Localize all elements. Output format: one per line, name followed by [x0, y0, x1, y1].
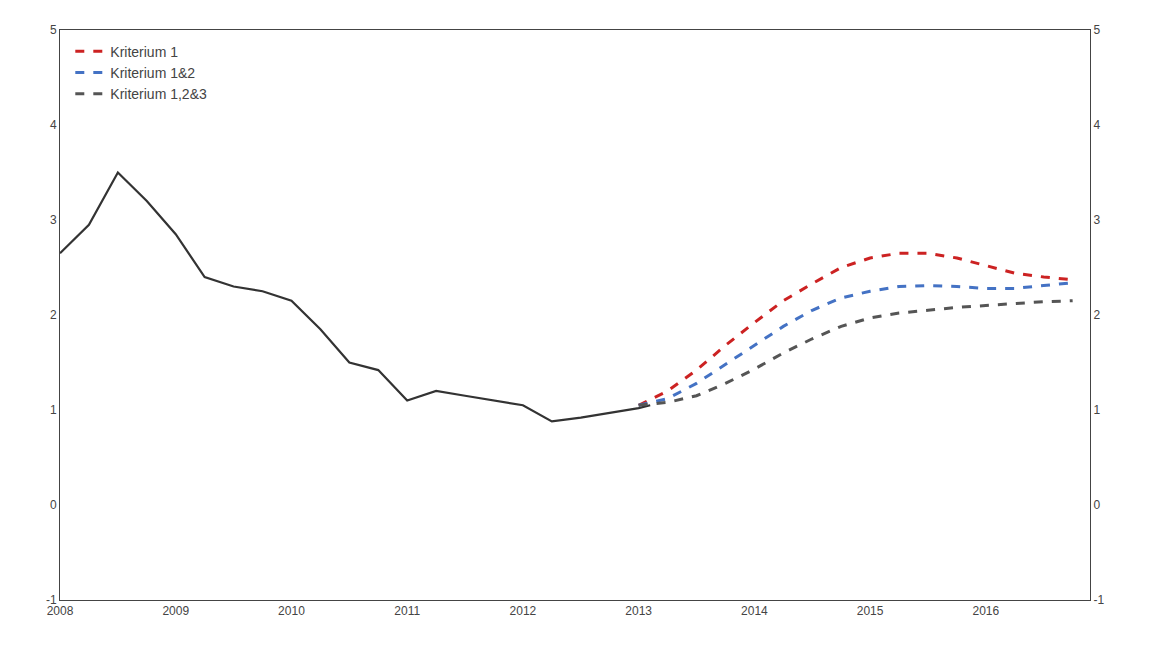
svg-text:2008: 2008 [47, 604, 74, 618]
svg-text:-1: -1 [1093, 593, 1104, 607]
svg-text:2014: 2014 [741, 604, 768, 618]
svg-text:3: 3 [50, 213, 57, 227]
svg-text:2015: 2015 [857, 604, 884, 618]
svg-text:2012: 2012 [510, 604, 537, 618]
svg-text:Kriterium 1&2: Kriterium 1&2 [110, 65, 195, 81]
svg-text:2011: 2011 [394, 604, 420, 618]
svg-text:0: 0 [50, 498, 57, 512]
svg-text:4: 4 [1093, 118, 1100, 132]
svg-text:2010: 2010 [278, 604, 305, 618]
svg-text:2009: 2009 [162, 604, 189, 618]
svg-text:2: 2 [50, 308, 57, 322]
svg-text:1: 1 [1093, 403, 1100, 417]
svg-text:2013: 2013 [625, 604, 652, 618]
svg-text:-1: -1 [46, 593, 57, 607]
svg-text:4: 4 [50, 118, 57, 132]
svg-text:3: 3 [1093, 213, 1100, 227]
svg-text:1: 1 [50, 403, 57, 417]
svg-text:2016: 2016 [972, 604, 999, 618]
svg-text:2: 2 [1093, 308, 1100, 322]
svg-text:Kriterium 1,2&3: Kriterium 1,2&3 [110, 86, 207, 102]
svg-text:5: 5 [1093, 23, 1100, 37]
svg-text:5: 5 [50, 23, 57, 37]
svg-text:0: 0 [1093, 498, 1100, 512]
svg-text:Kriterium 1: Kriterium 1 [110, 44, 178, 60]
